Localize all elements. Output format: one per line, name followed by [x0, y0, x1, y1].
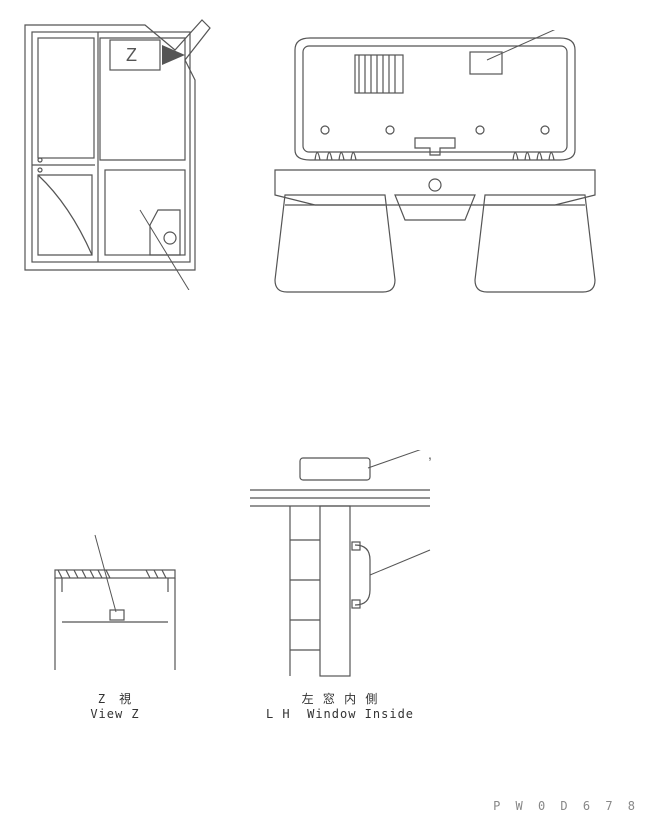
view-z-label-jp: Z 視 [40, 690, 190, 707]
cab-view: Z [10, 10, 220, 290]
view-z: Z 視 View Z [40, 530, 190, 730]
view-z-label-en: View Z [40, 707, 190, 721]
window-inside-view: , 左 窓 内 側 L H Window Inside [240, 450, 440, 750]
window-callout-text: , [428, 446, 432, 462]
window-inside-label-en: L H Window Inside [240, 707, 440, 721]
drawing-code: P W 0 D 6 7 8 [493, 799, 639, 813]
rear-view [255, 30, 615, 330]
window-inside-label-jp: 左 窓 内 側 [240, 690, 440, 707]
